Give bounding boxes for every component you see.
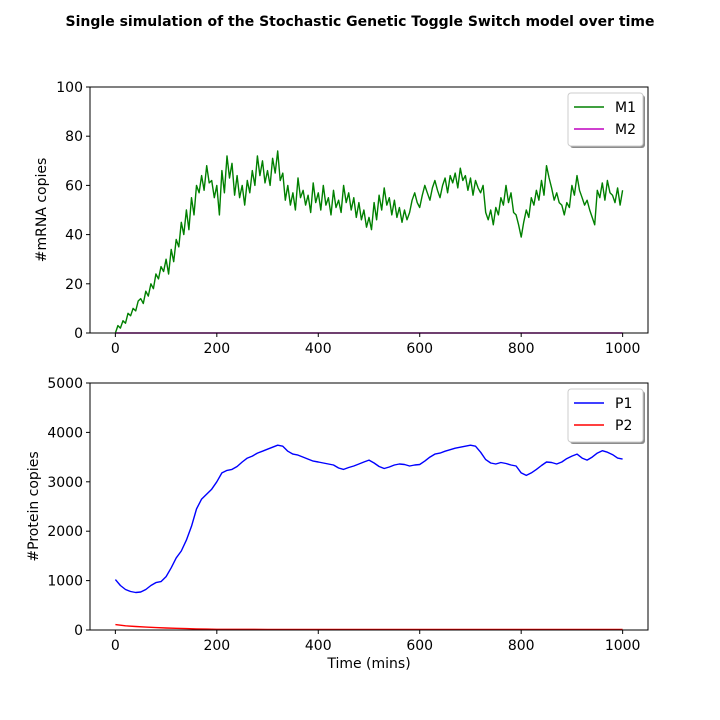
y-tick-label: 4000 [47, 425, 83, 441]
y-tick-label: 3000 [47, 475, 83, 491]
series-line-p1 [114, 444, 623, 594]
x-tick-label: 800 [508, 341, 535, 357]
y-tick-label: 100 [56, 80, 83, 96]
x-tick-label: 400 [305, 638, 332, 654]
x-tick-label: 1000 [605, 341, 641, 357]
y-tick-label: 2000 [47, 524, 83, 540]
x-tick-label: 200 [203, 341, 230, 357]
y-tick-label: 0 [74, 623, 83, 639]
figure-title: Single simulation of the Stochastic Gene… [66, 14, 655, 30]
x-axis-label: Time (mins) [326, 656, 410, 672]
x-tick-label: 600 [406, 638, 433, 654]
y-axis-label: #mRNA copies [34, 158, 50, 263]
x-tick-label: 200 [203, 638, 230, 654]
y-axis-label: #Protein copies [26, 451, 42, 561]
legend-label-m1: M1 [615, 100, 636, 116]
legend-label-p2: P2 [615, 418, 632, 434]
x-tick-label: 1000 [605, 638, 641, 654]
legend-label-p1: P1 [615, 396, 632, 412]
mrna-axes: 0 200 400 600 800 1000 0 20 40 60 80 100 #mRNA copie… [34, 80, 649, 357]
plot-frame [89, 382, 649, 631]
legend-label-m2: M2 [615, 122, 636, 138]
y-tick-label: 60 [65, 178, 83, 194]
y-tick-label: 20 [65, 277, 83, 293]
y-tick-label: 1000 [47, 574, 83, 590]
y-tick-label: 80 [65, 129, 83, 145]
x-tick-label: 0 [111, 341, 120, 357]
plot-frame [89, 86, 649, 334]
protein-axes: 0 200 400 600 800 1000 0 1000 2000 3000 4000 5000 #P… [26, 376, 649, 672]
x-tick-label: 0 [111, 638, 120, 654]
series-line-m1 [114, 150, 624, 334]
y-tick-label: 0 [74, 326, 83, 342]
x-tick-label: 800 [508, 638, 535, 654]
x-tick-label: 400 [305, 341, 332, 357]
y-tick-label: 5000 [47, 376, 83, 392]
y-tick-label: 40 [65, 228, 83, 244]
x-tick-label: 600 [406, 341, 433, 357]
